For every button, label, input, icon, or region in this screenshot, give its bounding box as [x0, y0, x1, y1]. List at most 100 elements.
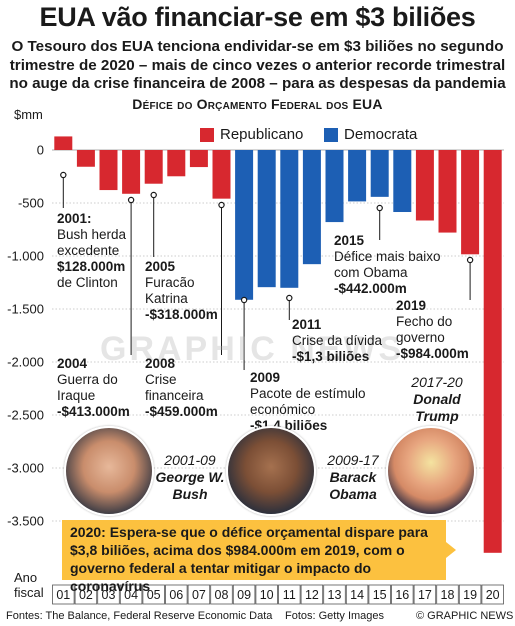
bar-14 — [348, 150, 367, 202]
x-tick-label: 20 — [486, 588, 500, 602]
annotation-2001-text: Bush herda excedente — [57, 227, 127, 258]
bar-18 — [438, 150, 457, 233]
x-tick-label: 05 — [147, 588, 161, 602]
annotation-2004-amount: -$413.000m — [57, 404, 130, 419]
x-tick-label: 09 — [237, 588, 251, 602]
annotation-2019-year: 2019 — [396, 298, 427, 313]
legend-label-democrat: Democrata — [344, 126, 418, 143]
x-tick-box — [481, 584, 504, 605]
annotation-2005-amount: -$318.000m — [145, 307, 218, 322]
legend-swatch-democrat — [324, 127, 338, 142]
bar-19 — [461, 150, 480, 255]
annotation-2005-text: Furacão Katrina — [145, 275, 195, 306]
x-tick-label: 08 — [215, 588, 229, 602]
x-tick-box — [458, 584, 482, 605]
bar-05 — [144, 150, 163, 184]
x-tick-label: 12 — [305, 588, 319, 602]
bar-13 — [325, 150, 344, 223]
annotation-2004-year: 2004 — [57, 356, 88, 371]
annotation-2008-amount: -$459.000m — [145, 404, 218, 419]
president-bush: 2001-09 George W. Bush — [152, 452, 228, 503]
subhead: O Tesouro dos EUA tenciona endividar-se … — [9, 38, 506, 92]
watermark: GRAPHIC NEWS — [100, 330, 405, 368]
annotation-2019: 2019 Fecho do governo -$984.000m — [396, 298, 482, 362]
annotation-2015-text: Défice mais baixo com Obama — [334, 249, 441, 280]
annotation-2019-text: Fecho do governo — [396, 314, 453, 345]
portrait-obama — [226, 426, 316, 516]
annotation-2019-amount: -$984.000m — [396, 346, 469, 361]
x-tick-label: 03 — [102, 588, 116, 602]
president-bush-name: George W. Bush — [155, 469, 225, 502]
x-tick-box — [323, 584, 346, 605]
annotation-2009-year: 2009 — [250, 370, 281, 385]
x-tick-label: 02 — [79, 588, 93, 602]
y-tick-label: -500 — [18, 196, 44, 211]
x-tick-box — [187, 584, 211, 605]
x-tick-box — [391, 584, 414, 605]
legend-label-republican: Republicano — [220, 126, 304, 143]
portrait-bush — [64, 426, 154, 516]
x-tick-box — [255, 584, 278, 605]
x-tick-box — [368, 584, 391, 605]
annotation-2001-year: 2001: — [57, 211, 92, 226]
annotation-2001-tail: de Clinton — [57, 275, 118, 290]
president-trump: 2017-20 Donald Trump — [402, 374, 472, 425]
x-tick-box — [210, 584, 233, 605]
x-tick-label: 06 — [169, 588, 183, 602]
annotation-2008-text: Crise financeira — [145, 372, 204, 403]
x-tick-box — [74, 584, 98, 605]
footer-copyright: © GRAPHIC NEWS — [416, 610, 514, 622]
legend-democrat: Democrata — [324, 126, 417, 143]
annotation-2009-text: Pacote de estímulo económico — [250, 386, 366, 417]
bar-17 — [415, 150, 434, 221]
president-obama-term: 2009-17 — [327, 452, 379, 468]
x-tick-label: 10 — [260, 588, 274, 602]
x-tick-label: 16 — [395, 588, 409, 602]
x-tick-box — [142, 584, 165, 605]
footer-sources: Fontes: The Balance, Federal Reserve Eco… — [6, 610, 273, 622]
y-tick-label: -1.500 — [7, 302, 44, 317]
bar-03 — [99, 150, 118, 191]
annotation-2001: 2001: Bush herda excedente $128.000m de … — [57, 211, 137, 291]
annotation-pointer-dot — [150, 191, 157, 199]
annotation-2008-year: 2008 — [145, 356, 176, 371]
annotation-pointer-dot — [240, 296, 248, 304]
annotation-2004-text: Guerra do Iraque — [57, 372, 118, 403]
bar-08 — [212, 150, 231, 199]
y-tick-label: -2.500 — [7, 408, 44, 423]
x-tick-box — [300, 584, 324, 605]
president-trump-name: Donald Trump — [413, 391, 461, 424]
president-bush-term: 2001-09 — [164, 452, 216, 468]
annotation-pointer-dot — [286, 294, 293, 302]
bar-07 — [189, 150, 208, 168]
annotation-2011-text: Crise da dívida — [292, 333, 383, 348]
bar-06 — [167, 150, 186, 177]
x-tick-label: 11 — [283, 588, 296, 602]
legend-republican: Republicano — [200, 126, 303, 143]
annotation-pointer-dot — [466, 256, 474, 264]
callout-2020: 2020: Espera-se que o défice orçamental … — [62, 520, 446, 594]
president-trump-term: 2017-20 — [411, 374, 463, 390]
annotation-2004: 2004 Guerra do Iraque -$413.000m — [57, 356, 143, 420]
bar-04 — [122, 150, 141, 194]
y-tick-label: -2.000 — [7, 355, 44, 370]
headline: EUA vão financiar-se em $3 biliões — [39, 2, 476, 32]
bar-20 — [483, 150, 502, 553]
portrait-trump — [386, 426, 476, 516]
annotation-2001-amount: $128.000m — [57, 259, 126, 274]
bar-10 — [257, 150, 276, 288]
annotation-2009: 2009 Pacote de estímulo económico -$1,4 … — [250, 370, 400, 434]
annotation-2011: 2011 Crise da dívida -$1,3 biliões — [292, 317, 402, 365]
bar-09 — [235, 150, 254, 300]
y-tick-label: -3.500 — [7, 514, 44, 529]
annotation-pointer-dot — [376, 204, 383, 212]
x-tick-box — [97, 584, 120, 605]
x-tick-label: 18 — [441, 588, 455, 602]
annotation-2011-year: 2011 — [292, 317, 322, 332]
x-tick-box — [165, 584, 188, 605]
x-tick-box — [52, 584, 75, 605]
y-tick-label: -3.000 — [7, 461, 44, 476]
y-axis-label: $mm — [14, 107, 43, 122]
chart-title: Défice do Orçamento Federal dos EUA — [132, 96, 383, 112]
bar-02 — [76, 150, 95, 167]
